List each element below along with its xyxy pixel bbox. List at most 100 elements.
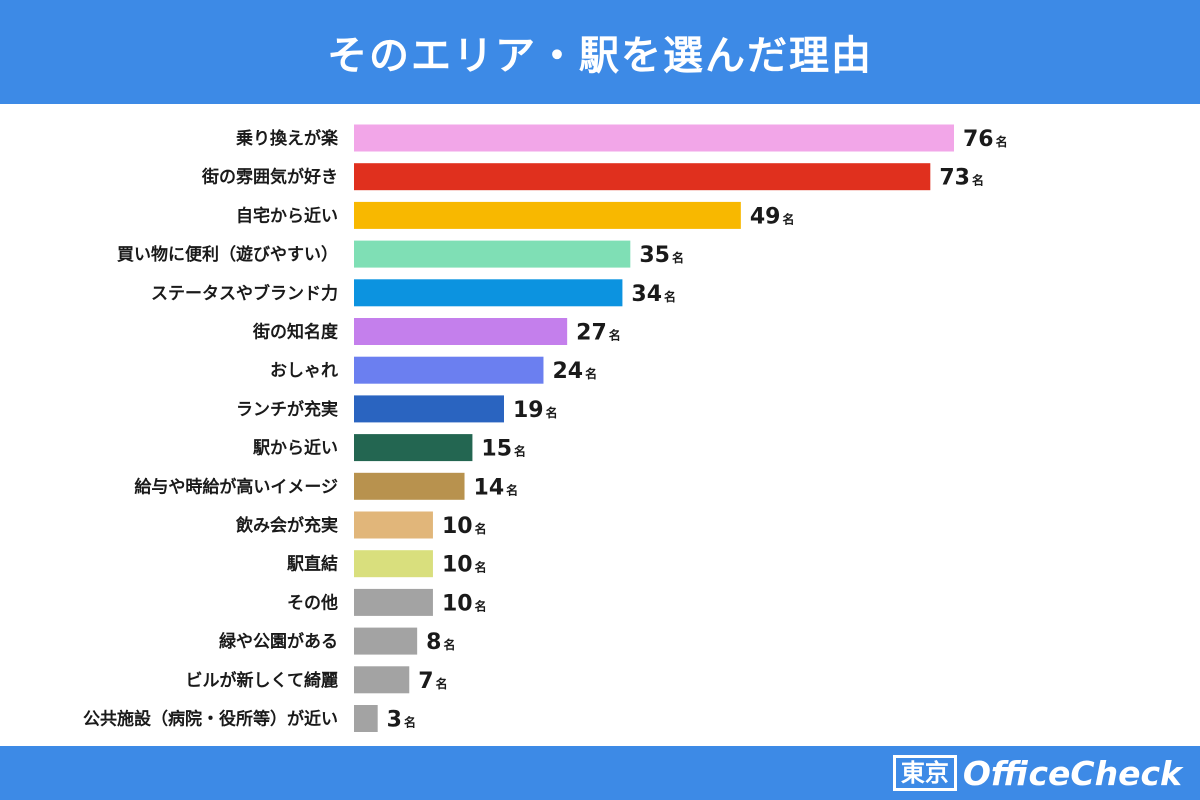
footer-banner: 東京 OfficeCheck: [0, 746, 1200, 800]
category-label: 飲み会が充実: [235, 515, 338, 536]
category-label: 街の雰囲気が好き: [201, 167, 338, 188]
value-label: 49 名: [750, 204, 795, 229]
bar: [354, 240, 631, 268]
bar-row: ステータスやブランド力 34 名: [151, 279, 676, 307]
value-number: 19: [513, 398, 544, 423]
value-number: 49: [750, 204, 781, 229]
value-label: 35 名: [639, 243, 684, 268]
bar: [354, 666, 410, 694]
category-label: 街の知名度: [252, 322, 339, 343]
category-label: 駅から近い: [252, 438, 338, 459]
bar: [354, 163, 931, 191]
bar-row: 公共施設（病院・役所等）が近い 3 名: [83, 705, 416, 733]
bar: [354, 588, 433, 616]
title-banner: そのエリア・駅を選んだ理由: [0, 0, 1200, 104]
bar-row: 買い物に便利（遊びやすい） 35 名: [117, 240, 684, 268]
value-number: 27: [576, 321, 607, 346]
value-unit: 名: [996, 134, 1008, 149]
value-number: 8: [426, 630, 441, 655]
bar-row: ビルが新しくて綺麗 7 名: [186, 666, 448, 694]
category-label: 駅直結: [286, 554, 338, 575]
value-number: 15: [481, 437, 512, 462]
value-number: 34: [631, 282, 662, 307]
bar-row: その他 10 名: [287, 588, 487, 616]
value-number: 10: [442, 591, 473, 616]
value-number: 7: [418, 669, 433, 694]
category-label: ランチが充実: [236, 399, 338, 420]
category-label: 緑や公園がある: [219, 631, 338, 652]
officecheck-logo: 東京 OfficeCheck: [892, 753, 1182, 793]
value-unit: 名: [475, 521, 487, 536]
bar: [354, 434, 473, 462]
bar-row: 緑や公園がある 8 名: [219, 627, 455, 655]
value-number: 14: [474, 475, 505, 500]
category-label: その他: [287, 592, 338, 613]
value-unit: 名: [664, 289, 676, 304]
value-unit: 名: [585, 366, 597, 381]
value-label: 10 名: [442, 553, 487, 578]
bar: [354, 627, 418, 655]
bar: [354, 124, 954, 152]
value-number: 76: [963, 127, 994, 152]
bar: [354, 318, 568, 345]
bar-row: 乗り換えが楽 76 名: [235, 124, 1008, 152]
value-label: 10 名: [442, 591, 487, 616]
bar-row: 街の雰囲気が好き 73 名: [201, 163, 984, 191]
value-number: 73: [939, 166, 970, 191]
value-unit: 名: [506, 482, 518, 497]
value-unit: 名: [514, 444, 526, 459]
bar-row: 飲み会が充実 10 名: [235, 511, 487, 539]
value-label: 34 名: [631, 282, 676, 307]
value-label: 10 名: [442, 514, 487, 539]
bar: [354, 395, 504, 423]
value-unit: 名: [972, 173, 984, 188]
value-unit: 名: [782, 211, 794, 226]
value-label: 15 名: [481, 437, 526, 462]
bar-row: おしゃれ 24 名: [270, 356, 597, 384]
value-number: 24: [552, 359, 583, 384]
category-label: ビルが新しくて綺麗: [186, 670, 339, 691]
logo-wordmark: OfficeCheck: [962, 753, 1182, 793]
category-label: おしゃれ: [270, 361, 338, 381]
value-unit: 名: [475, 560, 487, 575]
bar: [354, 550, 433, 578]
bar-row: 駅から近い 15 名: [252, 434, 526, 462]
bar-row: ランチが充実 19 名: [236, 395, 558, 423]
category-label: 買い物に便利（遊びやすい）: [117, 244, 338, 265]
value-label: 24 名: [552, 359, 597, 384]
bar: [354, 705, 378, 732]
value-number: 10: [442, 514, 473, 539]
bar: [354, 356, 544, 384]
value-label: 19 名: [513, 398, 558, 423]
value-label: 27 名: [576, 321, 621, 346]
bar-chart: 乗り換えが楽 76 名街の雰囲気が好き 73 名自宅から近い 49 名買い物に便利（遊びやす…: [0, 116, 1200, 742]
value-number: 35: [639, 243, 670, 268]
value-unit: 名: [443, 637, 455, 652]
value-number: 3: [387, 708, 402, 733]
value-label: 73 名: [939, 166, 984, 191]
chart-title: そのエリア・駅を選んだ理由: [327, 33, 873, 79]
logo-box-text: 東京: [892, 755, 957, 791]
value-unit: 名: [546, 405, 558, 420]
category-label: 公共施設（病院・役所等）が近い: [83, 709, 338, 730]
bar-row: 駅直結 10 名: [286, 550, 487, 578]
bar: [354, 279, 623, 307]
category-label: 乗り換えが楽: [235, 128, 339, 149]
category-label: ステータスやブランド力: [151, 283, 338, 304]
value-unit: 名: [609, 328, 621, 343]
value-label: 76 名: [963, 127, 1008, 152]
value-unit: 名: [404, 715, 416, 730]
value-unit: 名: [672, 250, 684, 265]
value-label: 14 名: [474, 475, 519, 500]
bar: [354, 201, 741, 229]
bar: [354, 511, 433, 539]
category-label: 自宅から近い: [236, 205, 338, 226]
bar-row: 自宅から近い 49 名: [236, 201, 795, 229]
value-unit: 名: [475, 598, 487, 613]
category-label: 給与や時給が高いイメージ: [134, 476, 338, 497]
